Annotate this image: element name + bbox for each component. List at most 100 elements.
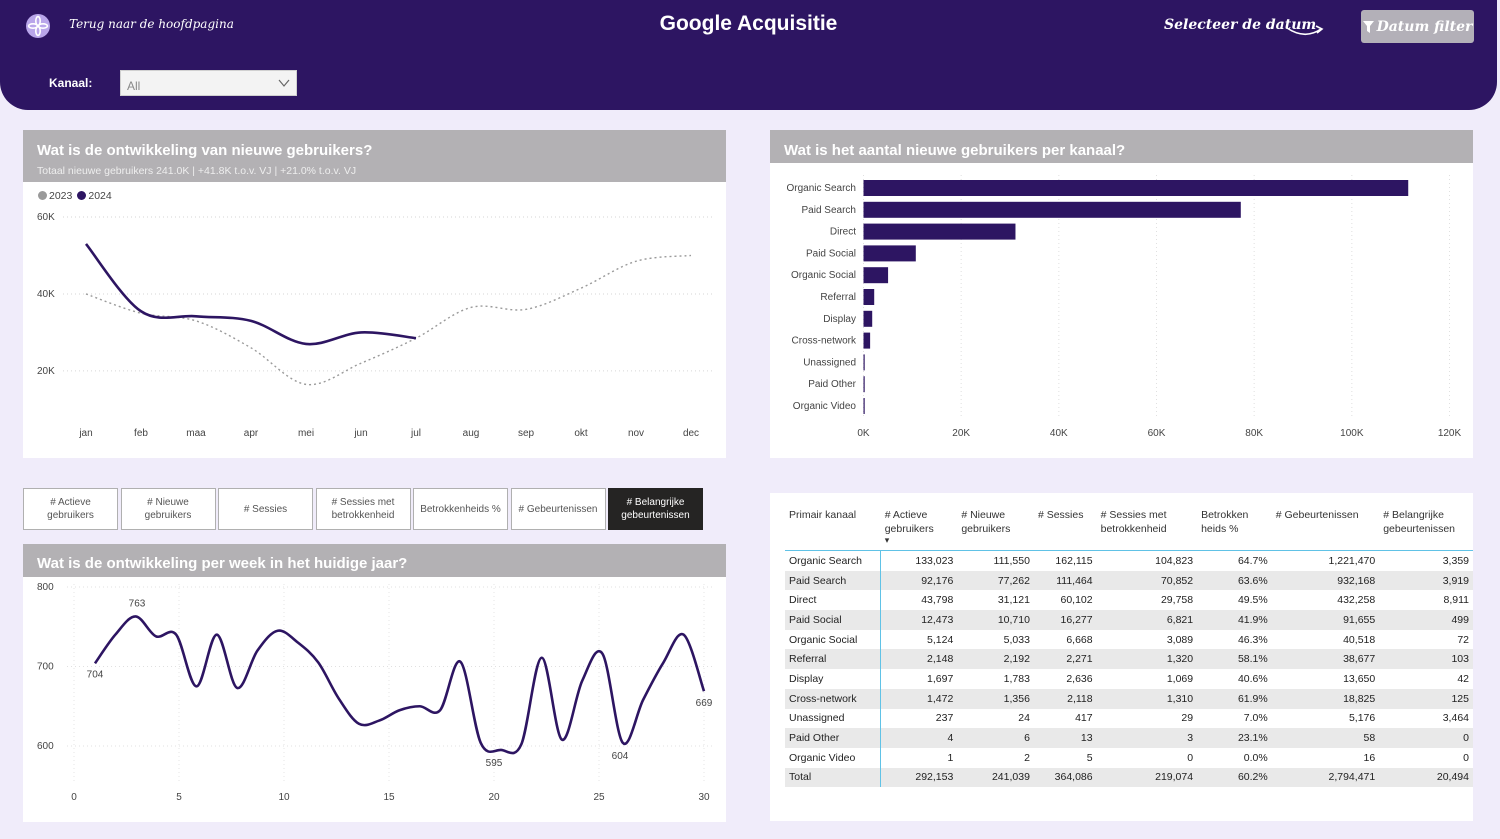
table-row[interactable]: Cross-network 1,472 1,356 2,118 1,310 61.9% 18… [785, 688, 1473, 709]
tab-betrokkenheids-pct[interactable]: Betrokkenheids % [413, 488, 508, 530]
table-row[interactable]: Paid Other 4 6 13 3 23.1% 58 0 [785, 728, 1473, 748]
column-header[interactable]: # Actieve gebruikers ▾ [881, 503, 958, 551]
table-cell: 5,124 [927, 633, 954, 646]
table-cell: 12,473 [880, 610, 958, 630]
category-label: Display [823, 314, 856, 325]
back-to-home-link[interactable]: Terug naar de hoofdpagina [69, 17, 234, 31]
table-cell: 70,852 [1096, 570, 1198, 591]
tab-actieve-gebruikers[interactable]: # Actieve gebruikers [23, 488, 118, 530]
total-cell: 60.2% [1197, 767, 1272, 788]
column-header[interactable]: # Gebeurtenissen [1275, 509, 1359, 521]
table-cell: 29 [1181, 712, 1194, 725]
x-tick-label: 0K [857, 428, 870, 439]
weekly-trend-panel: Wat is de ontwikkeling per week in het h… [23, 544, 726, 822]
data-label: 763 [129, 598, 146, 609]
y-tick-label: 700 [37, 662, 54, 673]
table-cell: 932,168 [1271, 570, 1380, 591]
sort-desc-icon: ▾ [884, 535, 890, 545]
tab-nieuwe-gebruikers[interactable]: # Nieuwe gebruikers [120, 488, 216, 530]
table-cell: 3,359 [1379, 549, 1473, 571]
table-cell: 2,271 [1033, 649, 1097, 670]
new-users-line-chart: 20K 40K 60K jan feb maa apr mei jun jul aug sep okt n… [37, 212, 713, 439]
table-cell: 237 [935, 712, 954, 725]
tab-belangrijke-gebeurtenissen[interactable]: # Belangrijke gebeurtenissen [608, 488, 703, 530]
table-row[interactable]: Display 1,697 1,783 2,636 1,069 40.6% 13,650 42 [785, 669, 1473, 689]
kanaal-dropdown[interactable]: All [120, 70, 297, 96]
curved-arrow-icon [1286, 25, 1324, 36]
chart-legend: 2023 2024 [38, 190, 112, 202]
total-cell: Total [785, 767, 882, 788]
x-tick-label: feb [134, 428, 148, 439]
data-label: 669 [696, 698, 713, 709]
table-row[interactable]: Organic Search 133,023 111,550 162,115 104,8… [785, 549, 1473, 571]
table-cell: 13,650 [1343, 672, 1376, 685]
table-cell: 77,262 [957, 570, 1034, 591]
category-label: Organic Social [791, 270, 856, 281]
table-cell: 6 [957, 728, 1034, 748]
legend-item-2023[interactable]: 2023 [38, 190, 72, 202]
table-cell: 40,518 [1343, 633, 1376, 646]
table-cell: 16,277 [1033, 610, 1097, 630]
column-header[interactable]: # Sessies [1037, 509, 1084, 521]
table-cell: 3,464 [1442, 712, 1469, 725]
table-cell: Organic Social [785, 629, 882, 650]
table-cell: 5 [1086, 751, 1093, 764]
x-tick-label: jun [353, 428, 367, 439]
category-label: Paid Other [808, 379, 856, 390]
table-cell: 3,919 [1379, 570, 1473, 591]
bar [863, 201, 1241, 218]
total-cell: 241,039 [957, 767, 1034, 788]
table-cell: 1,356 [957, 688, 1034, 709]
table-cell: 31,121 [997, 594, 1030, 607]
table-cell: Display [785, 669, 882, 689]
bar [863, 223, 1016, 240]
x-tick-label: jan [78, 428, 92, 439]
chart-title: Wat is de ontwikkeling van nieuwe gebrui… [37, 142, 373, 159]
chevron-down-icon [278, 79, 290, 87]
table-row[interactable]: Referral 2,148 2,192 2,271 1,320 58.1% 38,677 1… [785, 649, 1473, 670]
series-line-2023 [85, 254, 692, 386]
x-tick-label: 10 [278, 792, 290, 803]
data-label: 704 [87, 669, 104, 680]
column-header[interactable]: Primair kanaal [789, 509, 857, 521]
table-cell: 23.1% [1197, 728, 1272, 748]
table-cell: 111,464 [1033, 570, 1097, 591]
column-header[interactable]: # Belangrijke gebeurtenissen [1383, 509, 1456, 535]
table-cell: 8,911 [1443, 594, 1470, 607]
bar [863, 180, 1409, 196]
table-cell: 16 [1363, 751, 1376, 764]
date-filter-button[interactable]: Datum filter [1361, 10, 1474, 43]
table-cell: 64.7% [1197, 549, 1272, 571]
channel-metrics-table: Primair kanaal # Actieve gebruikers ▾ # Nie… [785, 503, 1473, 788]
panel-header: Wat is de ontwikkeling per week in het h… [23, 544, 726, 577]
logo-flower-icon[interactable] [25, 13, 51, 39]
table-cell: 125 [1379, 688, 1473, 709]
table-cell: 111,550 [957, 549, 1034, 571]
table-cell: Organic Video [785, 747, 882, 768]
table-cell: 49.5% [1237, 594, 1268, 607]
tab-sessies[interactable]: # Sessies [218, 488, 313, 530]
table-row[interactable]: Direct 43,798 31,121 60,102 29,758 49.5% 432,2… [785, 590, 1473, 611]
x-tick-label: dec [683, 428, 699, 439]
table-cell: Paid Other [785, 728, 882, 748]
column-header[interactable]: Betrokken heids % [1201, 509, 1249, 535]
table-row[interactable]: Paid Search 92,176 77,262 111,464 70,852 63.6… [785, 570, 1473, 591]
column-header[interactable]: # Nieuwe gebruikers [961, 509, 1011, 535]
column-header[interactable]: # Sessies met betrokkenheid [1100, 509, 1167, 535]
table-cell: 2,148 [880, 649, 958, 670]
table-cell: Organic Search [785, 549, 882, 571]
table-row[interactable]: Organic Video 1 2 5 0 0.0% 16 0 [785, 747, 1473, 768]
tab-sessies-met-betrokkenheid[interactable]: # Sessies met betrokkenheid [315, 488, 411, 530]
legend-item-2024[interactable]: 2024 [77, 190, 112, 202]
date-filter-label: Datum filter [1376, 18, 1473, 35]
table-cell: Paid Social [785, 610, 882, 630]
kanaal-selected-value: All [127, 79, 141, 93]
tab-gebeurtenissen[interactable]: # Gebeurtenissen [510, 488, 606, 530]
table-row[interactable]: Organic Social 5,124 5,033 6,668 3,089 46.3% 4… [785, 629, 1473, 650]
table-row[interactable]: Unassigned 237 24 417 29 7.0% 5,176 3,464 [785, 708, 1473, 729]
funnel-icon [1362, 20, 1374, 33]
table-cell: 2,636 [1066, 672, 1093, 685]
category-label: Cross-network [792, 336, 857, 347]
table-cell: Cross-network [785, 688, 882, 709]
table-row[interactable]: Paid Social 12,473 10,710 16,277 6,821 41.9% 9… [785, 610, 1473, 630]
